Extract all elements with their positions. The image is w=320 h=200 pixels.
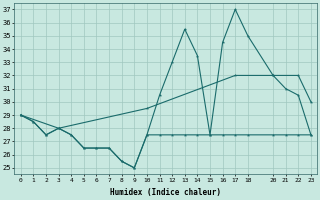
X-axis label: Humidex (Indice chaleur): Humidex (Indice chaleur) xyxy=(110,188,221,197)
